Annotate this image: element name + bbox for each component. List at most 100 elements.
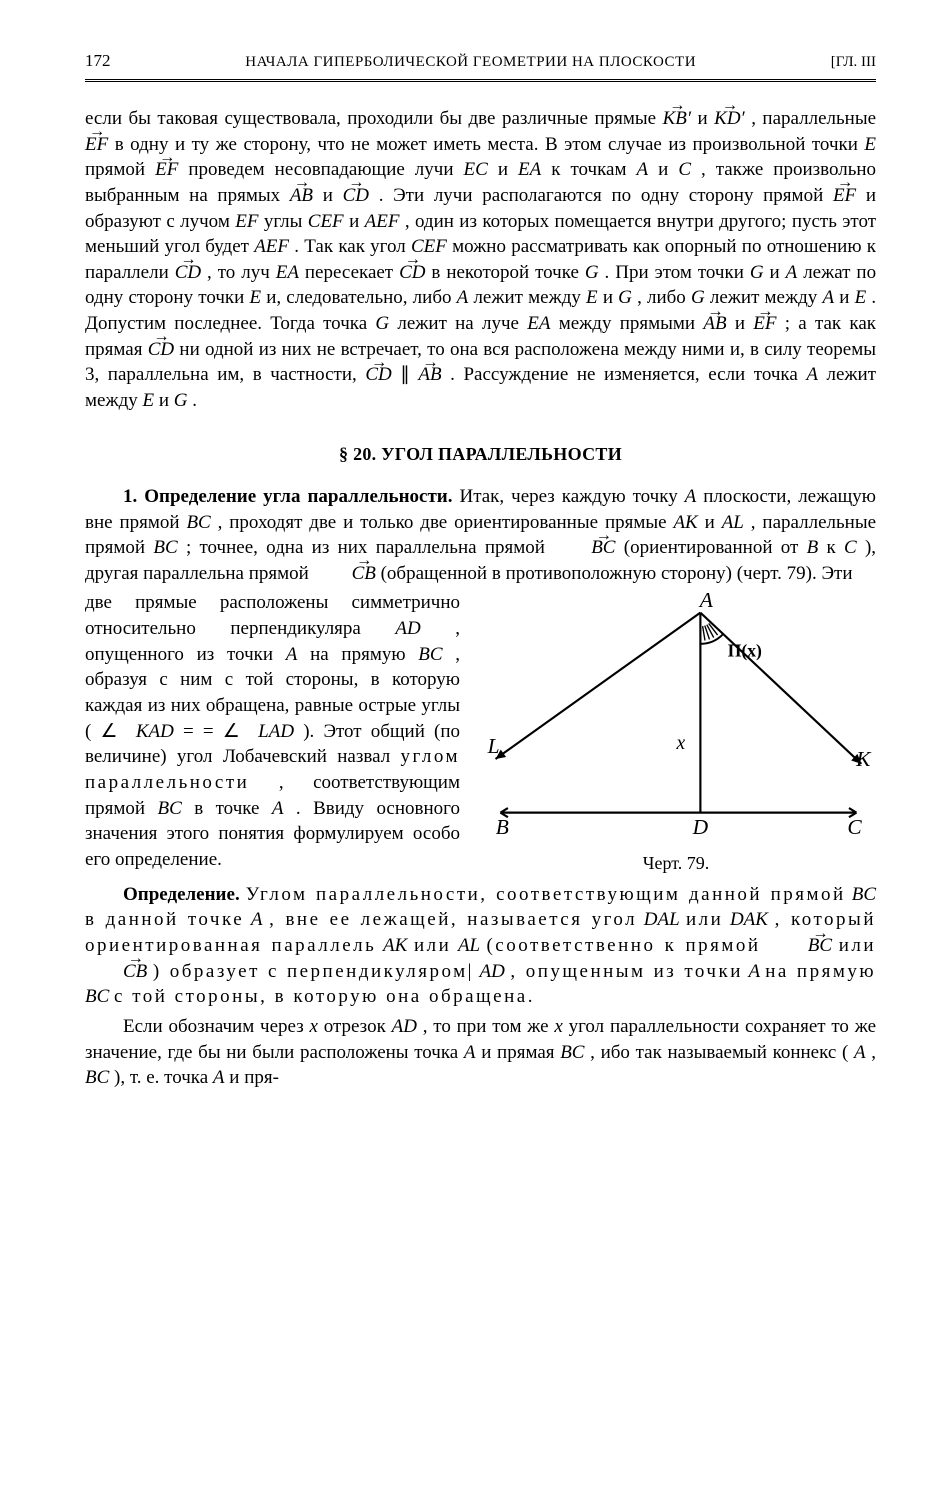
spaced-text: или bbox=[839, 935, 876, 956]
vector-ef: EF bbox=[833, 183, 856, 209]
text: ∥ bbox=[400, 364, 410, 385]
chapter-label: [ГЛ. III bbox=[831, 52, 876, 72]
text: , то луч bbox=[207, 262, 276, 283]
text: прямой bbox=[85, 159, 155, 180]
var-e: E bbox=[586, 287, 598, 308]
text: в некоторой точке bbox=[431, 262, 584, 283]
var-a: A bbox=[786, 262, 798, 283]
var-a: A bbox=[457, 287, 469, 308]
header-title: НАЧАЛА ГИПЕРБОЛИЧЕСКОЙ ГЕОМЕТРИИ НА ПЛОС… bbox=[245, 52, 696, 72]
var-cef: CEF bbox=[308, 211, 344, 232]
text: (ориентированной от bbox=[624, 537, 807, 558]
var-g: G bbox=[375, 313, 389, 334]
text: , bbox=[871, 1042, 876, 1063]
text: (обращенной в противоположную сторону) (… bbox=[381, 563, 853, 584]
vector-ab: AB bbox=[418, 362, 441, 388]
vector-cd: CD bbox=[399, 260, 425, 286]
text: = = ∠ bbox=[183, 721, 249, 742]
var-bc: BC bbox=[85, 986, 114, 1007]
vector-cb: CB bbox=[314, 561, 376, 587]
spaced-text: , опущенным из точки bbox=[510, 961, 742, 982]
text-column: две прямые расположены симметрично относ… bbox=[85, 590, 460, 872]
text-figure-row: две прямые расположены симметрично относ… bbox=[85, 590, 876, 875]
var-ea: EA bbox=[518, 159, 541, 180]
text: Итак, через каждую точку bbox=[459, 486, 684, 507]
figure-79: ABCDLKxΠ(x) Черт. 79. bbox=[476, 590, 876, 875]
spaced-text: с той стороны, в которую она обращена. bbox=[114, 986, 535, 1007]
text: и bbox=[658, 159, 678, 180]
var-a: A bbox=[822, 287, 834, 308]
var-a: A bbox=[464, 1042, 476, 1063]
text: к точкам bbox=[551, 159, 636, 180]
text: углы bbox=[264, 211, 308, 232]
text: проведем несовпадающие лучи bbox=[188, 159, 463, 180]
var-dal: DAL bbox=[644, 909, 686, 930]
text: . bbox=[192, 390, 197, 411]
var-b: B bbox=[807, 537, 819, 558]
svg-text:x: x bbox=[676, 734, 686, 755]
var-ec: EC bbox=[464, 159, 488, 180]
var-bc: BC bbox=[418, 644, 442, 665]
var-e: E bbox=[864, 134, 876, 155]
var-kad: KAD bbox=[136, 721, 174, 742]
var-x: x bbox=[554, 1016, 562, 1037]
diagram-svg: ABCDLKxΠ(x) bbox=[476, 590, 876, 845]
vector-cd: CD bbox=[148, 337, 174, 363]
text: и bbox=[735, 313, 753, 334]
text: и, следовательно, либо bbox=[266, 287, 456, 308]
var-e: E bbox=[143, 390, 155, 411]
var-c: C bbox=[844, 537, 857, 558]
spaced-text: (соответственно к прямой bbox=[486, 935, 769, 956]
var-aef: AEF bbox=[254, 236, 289, 257]
var-bc: BC bbox=[560, 1042, 584, 1063]
vector-cd: CD bbox=[365, 362, 391, 388]
vector-ef: EF bbox=[753, 311, 776, 337]
text: и bbox=[603, 287, 618, 308]
var-al: AL bbox=[458, 935, 487, 956]
text: в точке bbox=[194, 798, 272, 819]
text: и прямая bbox=[481, 1042, 560, 1063]
var-a: A bbox=[806, 364, 818, 385]
var-a: A bbox=[286, 644, 298, 665]
var-ea: EA bbox=[527, 313, 550, 334]
text: и bbox=[705, 512, 722, 533]
var-x: x bbox=[310, 1016, 318, 1037]
var-ad: AD bbox=[480, 961, 505, 982]
text: и bbox=[349, 211, 365, 232]
text: и bbox=[770, 262, 786, 283]
vector-ef: EF bbox=[85, 132, 108, 158]
text: , параллельные bbox=[751, 108, 876, 129]
var-a: A bbox=[272, 798, 284, 819]
var-bc: BC bbox=[852, 884, 876, 905]
text: , то при том же bbox=[423, 1016, 555, 1037]
text: лежит между bbox=[473, 287, 586, 308]
text: и пря- bbox=[229, 1067, 279, 1088]
var-a: A bbox=[637, 159, 649, 180]
var-e: E bbox=[855, 287, 867, 308]
spaced-text: в данной точке bbox=[85, 909, 244, 930]
text: , либо bbox=[637, 287, 691, 308]
var-ea: EA bbox=[276, 262, 299, 283]
var-bc: BC bbox=[85, 1067, 109, 1088]
var-ad: AD bbox=[395, 618, 420, 639]
var-a: A bbox=[748, 961, 765, 982]
svg-text:C: C bbox=[847, 816, 862, 840]
var-ak: AK bbox=[673, 512, 697, 533]
svg-text:Π(x): Π(x) bbox=[728, 641, 762, 661]
var-a: A bbox=[685, 486, 697, 507]
text: между прямыми bbox=[559, 313, 704, 334]
vector-bc: BC bbox=[770, 933, 832, 959]
vector-bc: BC bbox=[553, 535, 615, 561]
svg-text:D: D bbox=[692, 816, 709, 840]
vector-cd: CD bbox=[343, 183, 369, 209]
text: ), т. е. точка bbox=[114, 1067, 213, 1088]
spaced-text: ) образует с перпендикуляром| bbox=[153, 961, 474, 982]
text: , ибо так называемый коннекс ( bbox=[590, 1042, 848, 1063]
var-g: G bbox=[174, 390, 188, 411]
svg-text:K: K bbox=[855, 747, 872, 771]
var-a: A bbox=[251, 909, 263, 930]
paragraph-1: если бы таковая существовала, проходили … bbox=[85, 106, 876, 414]
subsection-1: 1. Определение угла параллельности. Итак… bbox=[85, 484, 876, 587]
var-a: A bbox=[854, 1042, 866, 1063]
text: . Так как угол bbox=[294, 236, 411, 257]
